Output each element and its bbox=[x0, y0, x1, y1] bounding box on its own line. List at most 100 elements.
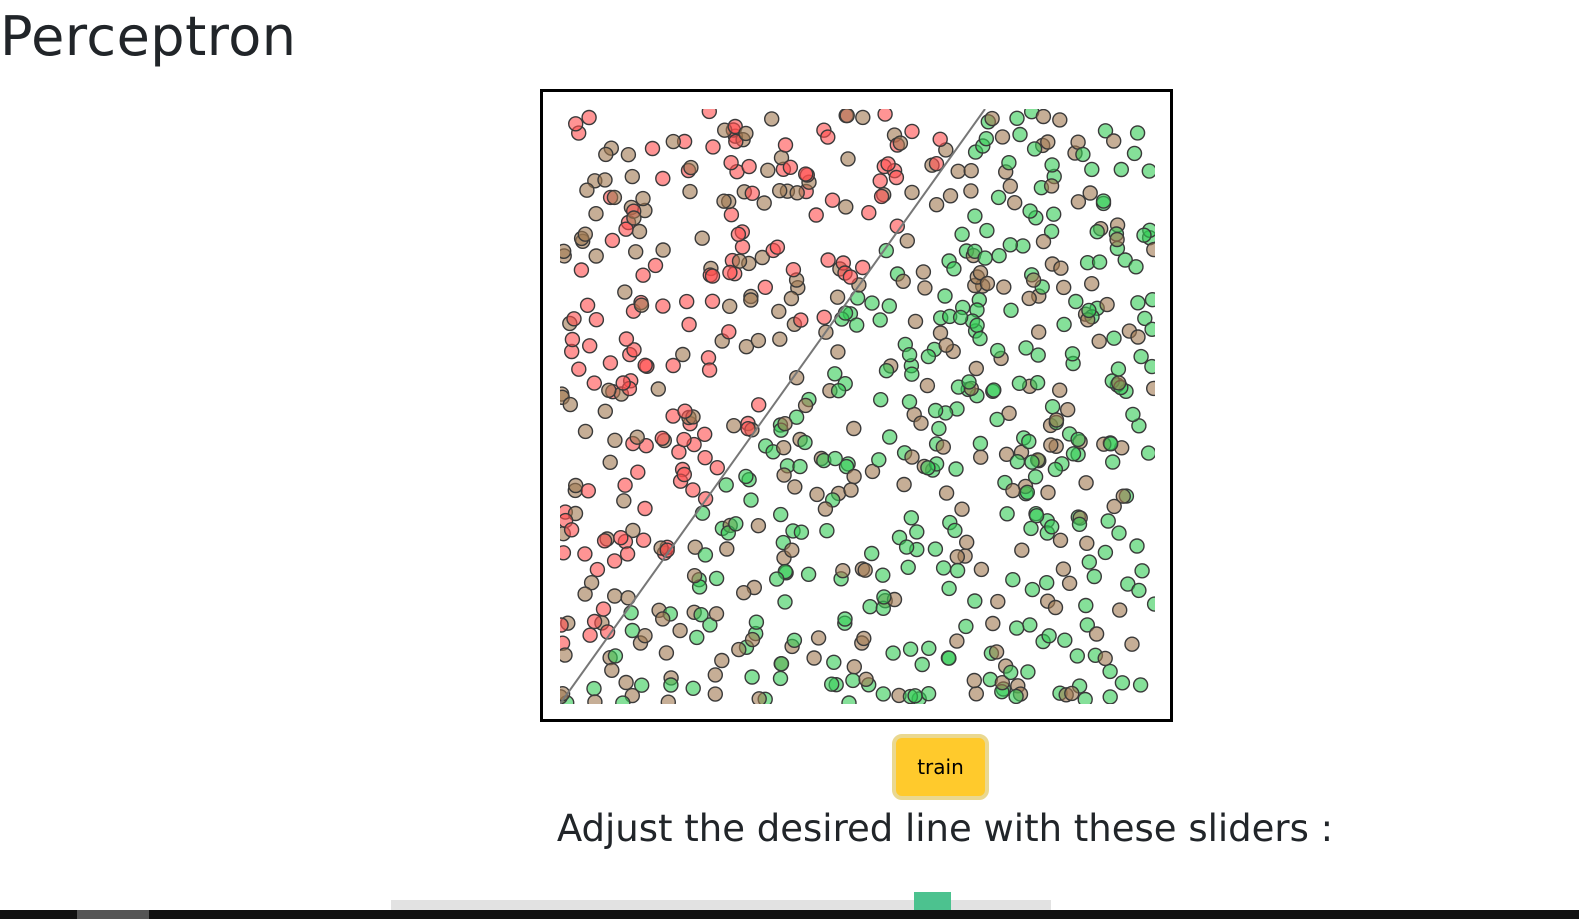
data-point bbox=[786, 632, 803, 648]
data-point bbox=[909, 524, 925, 540]
data-point bbox=[777, 416, 793, 432]
data-point bbox=[947, 522, 963, 539]
data-point bbox=[567, 116, 584, 132]
data-point bbox=[824, 676, 840, 692]
data-point bbox=[604, 662, 620, 678]
data-point bbox=[582, 338, 598, 354]
data-point bbox=[1070, 431, 1086, 448]
data-point bbox=[904, 449, 920, 465]
data-point bbox=[1028, 508, 1045, 524]
data-point bbox=[772, 331, 788, 347]
train-button[interactable]: train bbox=[892, 734, 989, 800]
line-slider-thumb[interactable] bbox=[914, 892, 952, 910]
data-point bbox=[741, 158, 757, 175]
data-point bbox=[1003, 664, 1019, 681]
data-point bbox=[1040, 484, 1056, 501]
data-point bbox=[655, 298, 671, 314]
data-point bbox=[788, 370, 805, 386]
data-point bbox=[862, 599, 878, 615]
data-point bbox=[697, 547, 714, 563]
data-point bbox=[1021, 290, 1037, 307]
data-point bbox=[808, 207, 824, 223]
data-point bbox=[714, 652, 730, 669]
data-point bbox=[1125, 406, 1141, 423]
data-point bbox=[1064, 346, 1081, 362]
data-point bbox=[872, 312, 888, 328]
data-point bbox=[579, 182, 595, 198]
data-point bbox=[728, 133, 744, 150]
data-point bbox=[806, 650, 822, 666]
data-point bbox=[1047, 461, 1064, 478]
data-point bbox=[917, 280, 933, 296]
data-point bbox=[839, 109, 855, 124]
page-title: Perceptron bbox=[0, 5, 297, 68]
data-point bbox=[963, 163, 979, 179]
data-point bbox=[735, 585, 752, 601]
data-point bbox=[972, 330, 988, 347]
data-point bbox=[635, 267, 651, 283]
data-point bbox=[721, 298, 738, 315]
data-point bbox=[728, 516, 744, 532]
data-point bbox=[607, 648, 624, 664]
data-point bbox=[597, 172, 613, 188]
bottom-bar-tab[interactable] bbox=[77, 910, 149, 919]
data-point bbox=[1052, 382, 1068, 398]
data-point bbox=[708, 606, 725, 622]
data-point bbox=[938, 337, 954, 353]
data-point bbox=[1011, 375, 1028, 391]
perceptron-canvas[interactable] bbox=[540, 89, 1173, 722]
line-slider-track[interactable] bbox=[391, 900, 1051, 910]
data-point bbox=[973, 449, 989, 465]
data-point bbox=[1057, 632, 1073, 648]
bottom-bar bbox=[0, 910, 1579, 919]
data-point bbox=[1019, 484, 1035, 500]
data-point bbox=[958, 618, 974, 635]
data-point bbox=[921, 640, 937, 656]
data-point bbox=[744, 185, 761, 202]
data-point bbox=[941, 580, 957, 597]
data-point bbox=[1044, 399, 1061, 415]
data-point bbox=[1031, 324, 1047, 340]
data-point bbox=[723, 206, 740, 223]
data-point bbox=[607, 432, 623, 448]
data-point bbox=[1099, 296, 1115, 313]
data-point bbox=[1102, 663, 1118, 680]
data-point bbox=[772, 506, 789, 523]
data-point bbox=[588, 311, 605, 328]
data-point bbox=[723, 155, 739, 171]
data-point bbox=[999, 506, 1015, 522]
data-point bbox=[601, 382, 617, 398]
data-point bbox=[873, 188, 890, 205]
data-point bbox=[721, 324, 737, 340]
data-point bbox=[650, 381, 667, 397]
data-point bbox=[1041, 628, 1057, 644]
data-point bbox=[1129, 125, 1146, 141]
data-point bbox=[689, 629, 705, 646]
data-point bbox=[1137, 310, 1153, 327]
data-point bbox=[659, 542, 675, 558]
data-point bbox=[730, 226, 747, 243]
data-point bbox=[1061, 575, 1078, 591]
data-point bbox=[615, 695, 631, 704]
data-point bbox=[589, 561, 606, 578]
data-point bbox=[835, 563, 851, 579]
data-point bbox=[961, 374, 977, 390]
data-point bbox=[654, 430, 671, 446]
data-point bbox=[927, 541, 944, 557]
data-point bbox=[588, 248, 604, 264]
data-point bbox=[1106, 330, 1122, 346]
data-point bbox=[949, 633, 965, 649]
data-point bbox=[744, 669, 760, 685]
data-point bbox=[1133, 348, 1149, 365]
data-point bbox=[676, 431, 692, 448]
data-point bbox=[846, 659, 862, 675]
data-point bbox=[718, 477, 734, 493]
data-point bbox=[1027, 469, 1044, 485]
data-point bbox=[882, 429, 898, 445]
data-point bbox=[588, 205, 604, 222]
data-point bbox=[845, 672, 861, 689]
data-point bbox=[1100, 513, 1116, 529]
data-point bbox=[1009, 454, 1026, 470]
data-point bbox=[1007, 194, 1023, 211]
data-point bbox=[1030, 347, 1046, 363]
